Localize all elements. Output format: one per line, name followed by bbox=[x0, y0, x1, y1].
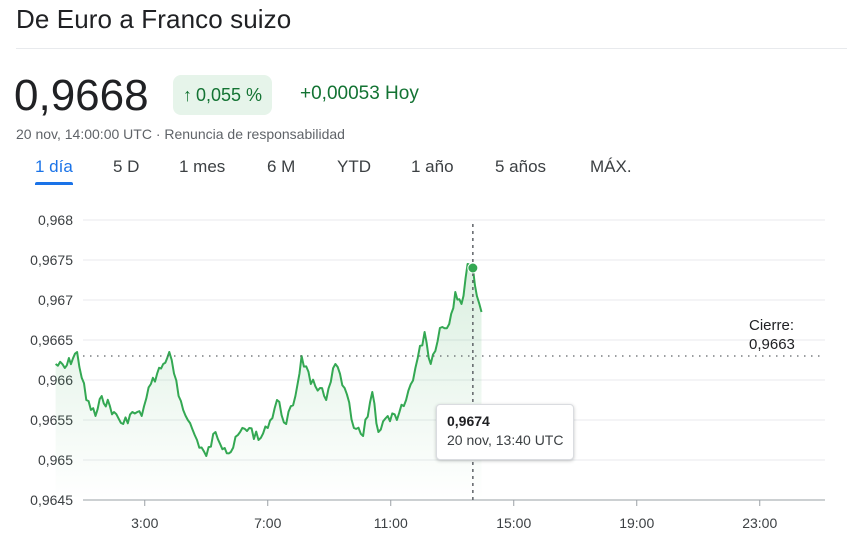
tab-max[interactable]: MÁX. bbox=[590, 157, 632, 176]
y-tick-label: 0,9665 bbox=[30, 332, 73, 348]
change-percent: 0,055 % bbox=[196, 84, 263, 105]
tab-5-anos[interactable]: 5 años bbox=[495, 157, 547, 176]
x-tick-label: 11:00 bbox=[374, 515, 408, 531]
previous-close-title: Cierre: bbox=[749, 317, 795, 334]
tooltip-time: 20 nov, 13:40 UTC bbox=[447, 432, 564, 448]
series-line bbox=[55, 263, 483, 457]
y-tick-label: 0,967 bbox=[38, 292, 73, 308]
title-divider bbox=[16, 48, 847, 49]
arrow-up-icon: ↑ bbox=[183, 84, 192, 105]
tab-1-dia[interactable]: 1 día bbox=[35, 157, 73, 185]
change-percent-badge: ↑ 0,055 % bbox=[173, 75, 273, 115]
hover-marker bbox=[467, 262, 479, 274]
tab-6-m[interactable]: 6 M bbox=[267, 157, 296, 176]
current-price: 0,9668 bbox=[14, 71, 149, 120]
tab-1-ano[interactable]: 1 año bbox=[411, 157, 454, 176]
tab-5-d[interactable]: 5 D bbox=[113, 157, 140, 176]
previous-close-value: 0,9663 bbox=[749, 336, 795, 353]
x-tick-label: 19:00 bbox=[619, 515, 654, 531]
change-absolute: +0,00053 Hoy bbox=[300, 83, 419, 104]
series-area bbox=[55, 264, 482, 500]
tab-1-mes[interactable]: 1 mes bbox=[179, 157, 226, 176]
x-tick-label: 7:00 bbox=[254, 515, 281, 531]
page-title: De Euro a Franco suizo bbox=[16, 4, 292, 34]
x-tick-label: 15:00 bbox=[496, 515, 531, 531]
x-tick-label: 23:00 bbox=[742, 515, 777, 531]
tab-ytd[interactable]: YTD bbox=[337, 157, 371, 176]
tooltip-value: 0,9674 bbox=[447, 413, 490, 429]
x-tick-label: 3:00 bbox=[131, 515, 158, 531]
y-tick-label: 0,9675 bbox=[30, 252, 73, 268]
quote-timestamp: 20 nov, 14:00:00 UTC · Renuncia de respo… bbox=[16, 126, 345, 142]
previous-close-label: Cierre: 0,9663 bbox=[749, 316, 795, 354]
y-tick-label: 0,968 bbox=[38, 212, 73, 228]
hover-tooltip: 0,9674 20 nov, 13:40 UTC bbox=[436, 404, 574, 460]
